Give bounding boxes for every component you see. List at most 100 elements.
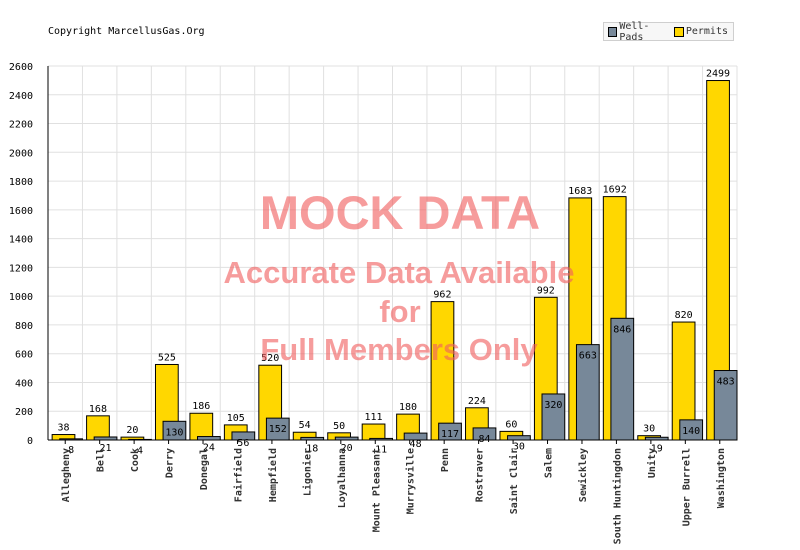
y-tick-label: 0 (27, 436, 33, 447)
y-tick-label: 1200 (9, 263, 33, 274)
data-label-permits: 105 (227, 413, 245, 424)
data-label-well-pads: 30 (513, 442, 525, 453)
bar-well-pads (472, 427, 497, 441)
bar-well-pads (713, 370, 738, 441)
x-tick-label: Rostraver (475, 448, 486, 502)
data-label-permits: 54 (299, 420, 311, 431)
data-label-well-pads: 8 (68, 445, 74, 456)
x-tick-label: Upper Burrell (681, 448, 692, 526)
data-label-well-pads: 483 (717, 377, 735, 388)
data-label-well-pads: 20 (341, 443, 353, 454)
x-tick-label: Fairfield (232, 448, 244, 502)
y-tick-label: 200 (15, 407, 33, 418)
data-label-permits: 1683 (568, 186, 592, 197)
data-label-well-pads: 48 (410, 439, 422, 450)
y-tick-label: 1000 (9, 292, 33, 303)
y-tick-label: 2200 (9, 120, 33, 131)
data-label-well-pads: 140 (682, 426, 700, 437)
data-label-permits: 224 (468, 396, 486, 407)
bar-permits (361, 423, 386, 441)
data-label-well-pads: 846 (613, 324, 631, 335)
bar-well-pads (128, 438, 152, 441)
legend-swatch-well-pads (608, 26, 618, 37)
data-label-permits: 820 (675, 310, 693, 321)
bar-well-pads (93, 436, 118, 441)
bar-well-pads (334, 436, 359, 441)
data-label-permits: 520 (261, 353, 279, 364)
bar-well-pads (438, 422, 462, 441)
data-label-well-pads: 21 (100, 443, 112, 454)
chart-legend: Well-Pads Permits (603, 20, 734, 43)
bar-well-pads (197, 436, 221, 441)
data-label-well-pads: 663 (579, 351, 597, 362)
x-tick-label: Ligonier (301, 448, 313, 496)
data-label-permits: 30 (643, 424, 655, 435)
data-label-permits: 525 (158, 352, 176, 363)
data-label-well-pads: 19 (651, 443, 663, 454)
y-tick-label: 800 (15, 321, 33, 332)
bar-well-pads (300, 436, 325, 441)
bar-well-pads (679, 419, 704, 441)
data-label-well-pads: 56 (237, 438, 249, 449)
bar-well-pads (403, 432, 428, 441)
y-tick-label: 600 (15, 350, 33, 361)
bar-well-pads (575, 344, 600, 441)
x-tick-label: Unity (646, 448, 658, 478)
y-tick-label: 1400 (9, 235, 33, 246)
data-label-well-pads: 24 (203, 443, 215, 454)
bar-well-pads (541, 393, 566, 441)
y-tick-label: 2400 (9, 91, 33, 102)
data-label-well-pads: 130 (165, 427, 183, 438)
bar-permits (189, 412, 214, 441)
x-tick-label: Hempfield (267, 448, 279, 502)
x-tick-label: Saint Clair (508, 448, 520, 514)
bar-well-pads (507, 435, 531, 441)
data-label-well-pads: 320 (544, 400, 562, 411)
x-tick-label: Murrysville (405, 448, 417, 514)
data-label-well-pads: 11 (375, 444, 387, 455)
data-label-permits: 180 (399, 402, 417, 413)
data-label-permits: 2499 (706, 69, 730, 80)
bar-well-pads (610, 317, 635, 441)
legend-label-well-pads: Well-Pads (619, 20, 650, 43)
x-tick-label: Bell (96, 448, 107, 472)
bar-permits (86, 415, 110, 441)
data-label-permits: 186 (192, 401, 210, 412)
bar-well-pads (162, 420, 187, 441)
copyright-text: Copyright MarcellusGas.Org (48, 26, 205, 37)
y-tick-label: 2000 (9, 148, 33, 159)
x-tick-label: Loyalhanna (337, 448, 348, 508)
data-label-permits: 962 (433, 290, 451, 301)
legend-item-permits: Permits (673, 26, 728, 37)
bar-well-pads (265, 417, 290, 441)
x-tick-label: Penn (440, 448, 451, 472)
bar-well-pads (231, 431, 256, 441)
y-tick-label: 400 (15, 378, 33, 389)
y-tick-label: 2600 (9, 62, 33, 73)
x-tick-label: Derry (165, 448, 176, 478)
x-tick-label: Cook (130, 448, 141, 472)
x-tick-label: Allegheny (61, 448, 72, 502)
bar-well-pads (369, 437, 393, 441)
data-label-permits: 111 (365, 412, 383, 423)
data-label-permits: 20 (126, 425, 138, 436)
data-label-permits: 1692 (603, 185, 627, 196)
data-label-well-pads: 117 (441, 429, 459, 440)
x-tick-label: South Huntingdon (611, 448, 623, 544)
x-tick-label: Donegal (199, 448, 210, 490)
data-label-permits: 50 (333, 421, 345, 432)
data-label-permits: 38 (57, 423, 69, 434)
y-tick-label: 1600 (9, 206, 33, 217)
x-tick-label: Sewickley (577, 448, 589, 502)
data-label-permits: 168 (89, 404, 107, 415)
data-label-well-pads: 18 (306, 443, 318, 454)
data-label-well-pads: 152 (269, 424, 287, 435)
legend-label-permits: Permits (685, 26, 728, 37)
x-tick-label: Salem (544, 448, 555, 478)
x-tick-label: Mount Pleasant (371, 448, 382, 532)
y-tick-label: 1800 (9, 177, 33, 188)
x-tick-label: Washington (715, 448, 727, 508)
data-label-permits: 992 (537, 285, 555, 296)
data-label-well-pads: 84 (478, 434, 490, 445)
